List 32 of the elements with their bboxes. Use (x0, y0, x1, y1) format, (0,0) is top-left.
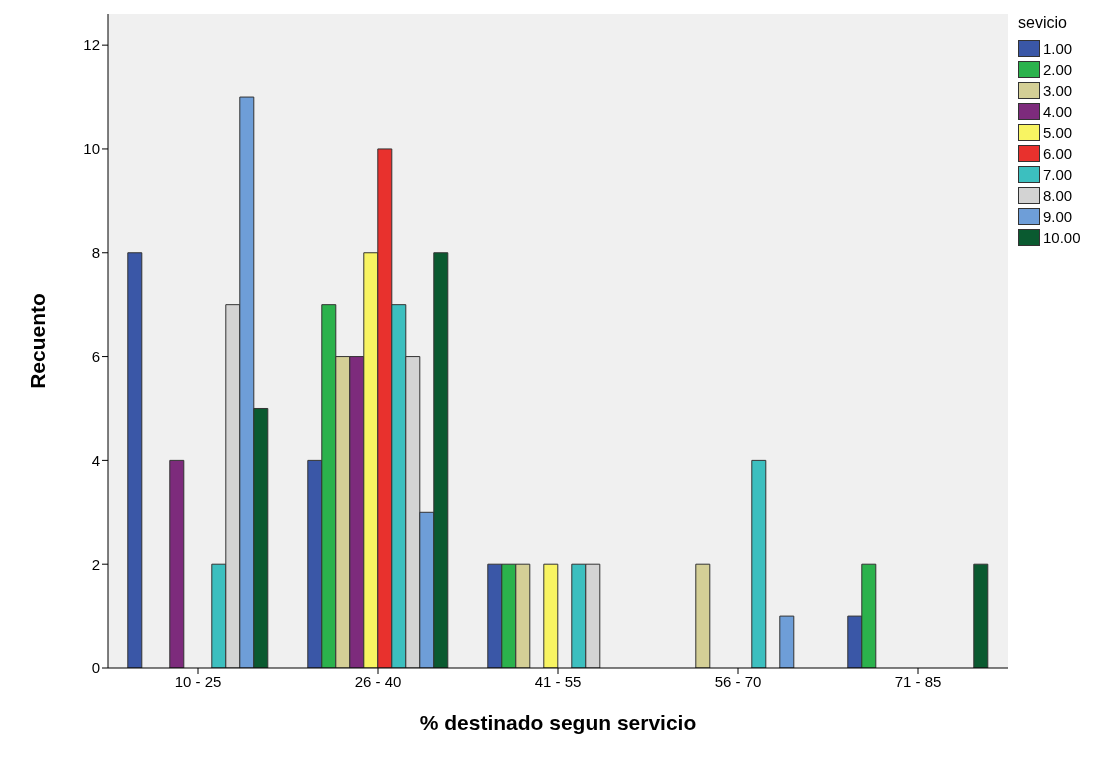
y-tick-label: 6 (91, 347, 100, 365)
bar (543, 563, 559, 668)
legend-label: 3.00 (1043, 82, 1073, 99)
y-tick-label: 12 (83, 36, 100, 54)
y-tick-label: 2 (91, 555, 100, 573)
x-tick-label: 10 - 25 (174, 672, 222, 690)
y-tick-label: 8 (91, 244, 100, 262)
legend-label: 10.00 (1043, 229, 1081, 246)
bar (169, 459, 185, 668)
legend-label: 9.00 (1043, 208, 1073, 225)
x-tick-label: 26 - 40 (354, 672, 402, 690)
bar (779, 615, 795, 668)
legend-title: sevicio (1018, 14, 1068, 32)
bar (127, 252, 143, 668)
x-tick-label: 71 - 85 (894, 672, 942, 690)
y-tick-label: 0 (91, 659, 100, 677)
y-axis-title: Recuento (26, 293, 50, 389)
bar (695, 563, 711, 668)
x-axis-title: % destinado segun servicio (419, 711, 697, 734)
legend-label: 2.00 (1043, 61, 1073, 78)
legend-label: 7.00 (1043, 166, 1073, 183)
legend-label: 4.00 (1043, 103, 1073, 120)
legend-label: 8.00 (1043, 187, 1073, 204)
legend-label: 5.00 (1043, 124, 1073, 141)
legend-label: 6.00 (1043, 145, 1073, 162)
legend-label: 1.00 (1043, 40, 1073, 57)
bar (751, 459, 767, 668)
x-tick-label: 41 - 55 (534, 672, 582, 690)
x-tick-label: 56 - 70 (714, 672, 762, 690)
bar (973, 563, 989, 668)
y-tick-label: 4 (91, 451, 100, 469)
y-tick-label: 10 (83, 140, 100, 158)
